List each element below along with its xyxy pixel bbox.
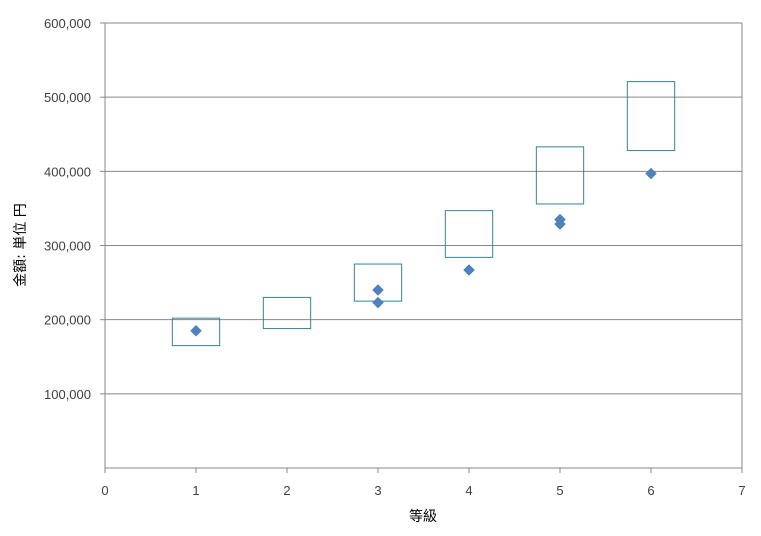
range-box: [444, 210, 494, 258]
x-tick-label: 6: [647, 483, 654, 498]
x-tick-label: 3: [374, 483, 381, 498]
data-point-diamond: [463, 264, 475, 276]
y-tick-label: 300,000: [44, 239, 91, 254]
data-point-diamond: [645, 167, 657, 180]
x-tick-label: 2: [283, 483, 290, 498]
range-box: [262, 296, 312, 330]
x-tick-label: 0: [101, 483, 108, 498]
y-tick-label: 100,000: [44, 387, 91, 402]
data-points: [190, 167, 657, 337]
x-tick-label: 5: [556, 483, 563, 498]
data-point-diamond: [372, 284, 384, 296]
x-tick-label: 1: [192, 483, 199, 498]
range-boxes: [171, 81, 676, 347]
x-tick-label: 4: [465, 483, 472, 498]
y-tick-label: 200,000: [44, 313, 91, 328]
tick-labels: 100,000 200,000 300,000 400,000 500,000 600,0…: [44, 16, 746, 498]
data-point-diamond: [190, 324, 202, 337]
y-tick-label: 400,000: [44, 164, 91, 179]
y-tick-label: 600,000: [44, 16, 91, 31]
data-point-diamond: [372, 296, 384, 309]
data-point-diamond: [554, 218, 566, 230]
gridlines: [105, 22, 742, 395]
range-box: [626, 81, 676, 152]
range-box: [535, 146, 585, 205]
x-axis-title: 等級: [409, 508, 437, 525]
range-box: [171, 317, 221, 347]
x-tick-label: 7: [738, 483, 745, 498]
axes: [100, 22, 743, 473]
y-axis-title: 金額: 単位 円: [13, 203, 29, 287]
y-tick-label: 500,000: [44, 90, 91, 105]
